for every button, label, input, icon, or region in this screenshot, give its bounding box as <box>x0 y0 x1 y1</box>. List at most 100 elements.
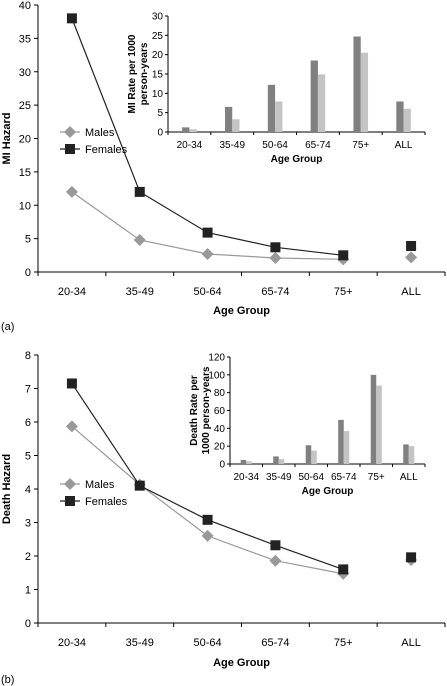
inset-x-tick-label: ALL <box>395 140 413 151</box>
legend-label-males: Males <box>85 127 115 139</box>
data-point-females <box>134 480 145 491</box>
y-tick-label: 5 <box>25 234 31 246</box>
x-tick-label: ALL <box>401 286 421 298</box>
x-tick-label: 50-64 <box>194 286 222 298</box>
data-point-females <box>406 552 417 563</box>
inset-x-tick-label: 35-49 <box>266 472 292 483</box>
panel-label: (b) <box>1 674 14 686</box>
legend: Males Females <box>60 478 128 508</box>
y-axis-label: Death Hazard <box>1 454 13 524</box>
legend: Males Females <box>60 126 128 156</box>
inset-x-tick-label: ALL <box>400 472 418 483</box>
inset-bar <box>396 101 404 132</box>
inset-x-tick-label: 65-74 <box>331 472 357 483</box>
legend-marker-females <box>65 144 75 154</box>
x-tick-label: 35-49 <box>126 286 154 298</box>
inset-bar <box>376 385 382 464</box>
inset-bar <box>273 456 279 464</box>
y-tick-label: 4 <box>25 484 31 496</box>
data-point-females <box>270 242 281 253</box>
inset-y-tick-label: 0 <box>157 128 163 139</box>
inset-y-tick-label: 20 <box>214 442 226 453</box>
data-point-females <box>202 227 213 238</box>
data-point-females <box>406 240 417 251</box>
legend-marker-males <box>64 126 76 138</box>
panel-label: (a) <box>1 321 14 333</box>
inset-x-axis-label: Age Group <box>271 154 323 165</box>
data-point-females <box>66 13 77 24</box>
data-point-males <box>65 185 78 198</box>
chart-panel-1: 0 1 2 3 4 5 6 7 8 20-34 35-49 50-64 65-74 75+ ALL Age G… <box>1 350 446 686</box>
inset-x-tick-label: 20-34 <box>177 140 203 151</box>
inset-y-axis-label: 1000 person-years <box>201 366 212 454</box>
inset-bar <box>338 419 344 464</box>
x-tick-label: 65-74 <box>261 637 289 649</box>
inset-y-tick-label: 80 <box>214 388 226 399</box>
data-point-females <box>134 186 145 197</box>
inset-y-axis-label: Death Rate per <box>189 375 200 446</box>
legend-label-females: Females <box>85 496 128 508</box>
inset-bar <box>370 374 377 464</box>
x-tick-label: 75+ <box>334 286 353 298</box>
inset-x-axis-label: Age Group <box>302 486 354 497</box>
inset-y-tick-label: 0 <box>219 460 225 471</box>
inset-y-tick-label: 120 <box>208 353 225 364</box>
data-point-males <box>269 251 282 264</box>
inset-y-tick-label: 10 <box>152 89 164 100</box>
y-tick-label: 1 <box>25 585 31 597</box>
inset-bar <box>403 108 411 132</box>
data-point-females <box>338 250 349 261</box>
data-point-males <box>405 251 418 264</box>
inset-bar <box>311 450 317 464</box>
inset-bar <box>232 119 240 132</box>
inset-chart: 0 5 10 15 20 25 30 20-34 35-49 50-64 65-74 75+ ALL Ag… <box>127 12 426 165</box>
inset-bar <box>189 129 197 132</box>
x-axis-label: Age Group <box>213 657 270 669</box>
y-tick-label: 40 <box>19 0 31 12</box>
inset-y-tick-label: 20 <box>152 50 164 61</box>
inset-x-tick-label: 75+ <box>352 140 369 151</box>
inset-y-tick-label: 15 <box>152 70 164 81</box>
x-tick-label: 75+ <box>334 637 353 649</box>
inset-bar <box>310 60 318 132</box>
data-point-males <box>65 420 78 433</box>
data-point-females <box>338 564 349 575</box>
y-tick-label: 3 <box>25 518 31 530</box>
x-tick-label: 20-34 <box>58 637 86 649</box>
y-tick-label: 0 <box>25 267 31 279</box>
inset-y-tick-label: 40 <box>214 424 226 435</box>
data-point-males <box>269 554 282 567</box>
y-tick-label: 6 <box>25 417 31 429</box>
y-tick-label: 35 <box>19 33 31 45</box>
y-tick-label: 20 <box>19 134 31 146</box>
legend-marker-males <box>64 478 76 490</box>
inset-bar <box>182 127 190 132</box>
inset-bar <box>408 446 415 464</box>
inset-x-tick-label: 65-74 <box>305 140 331 151</box>
inset-bar <box>278 459 285 464</box>
x-tick-label: 65-74 <box>261 286 289 298</box>
inset-bar <box>317 74 326 132</box>
y-tick-label: 0 <box>25 618 31 630</box>
y-tick-label: 25 <box>19 100 31 112</box>
inset-x-tick-label: 50-64 <box>262 140 288 151</box>
inset-bar <box>275 101 283 132</box>
inset-bar <box>224 106 233 132</box>
inset-x-tick-label: 35-49 <box>219 140 245 151</box>
legend-label-females: Females <box>85 144 128 156</box>
inset-y-tick-label: 30 <box>152 12 164 23</box>
inset-chart: 0 20 40 60 80 100 120 20-34 35-49 50-64 65-74 75+ AL… <box>189 353 426 497</box>
inset-y-tick-label: 60 <box>214 406 226 417</box>
x-tick-label: ALL <box>401 637 421 649</box>
y-tick-label: 7 <box>25 384 31 396</box>
inset-bar <box>353 36 361 132</box>
data-point-males <box>201 529 214 542</box>
inset-x-tick-label: 20-34 <box>233 472 259 483</box>
x-tick-label: 20-34 <box>58 286 86 298</box>
y-axis-label: MI Hazard <box>1 113 13 165</box>
legend-label-males: Males <box>85 479 115 491</box>
data-point-females <box>66 378 77 389</box>
inset-bar <box>267 84 276 132</box>
inset-bar <box>343 431 350 464</box>
